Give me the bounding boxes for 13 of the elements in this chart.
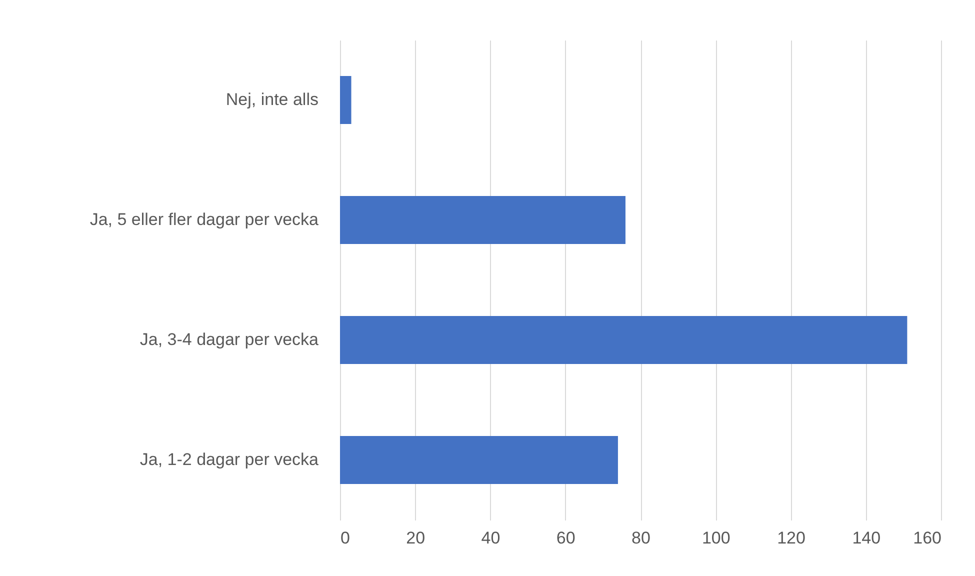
- y-tick-label: Nej, inte alls: [226, 90, 318, 109]
- x-tick-label: 100: [702, 528, 730, 548]
- x-tick-label: 60: [556, 528, 576, 548]
- x-tick-label: 140: [852, 528, 881, 548]
- x-tick-label: 80: [632, 528, 650, 548]
- x-tick-label: 0: [340, 528, 350, 548]
- y-tick-label: Ja, 3-4 dagar per vecka: [140, 330, 320, 349]
- x-tick-label: 40: [481, 528, 500, 548]
- y-tick-label: Ja, 1-2 dagar per vecka: [140, 450, 320, 469]
- x-tick-label: 20: [406, 528, 426, 548]
- x-tick-label: 120: [777, 528, 806, 548]
- y-tick-label: Ja, 5 eller fler dagar per vecka: [90, 210, 320, 229]
- x-tick-label: 160: [913, 528, 942, 548]
